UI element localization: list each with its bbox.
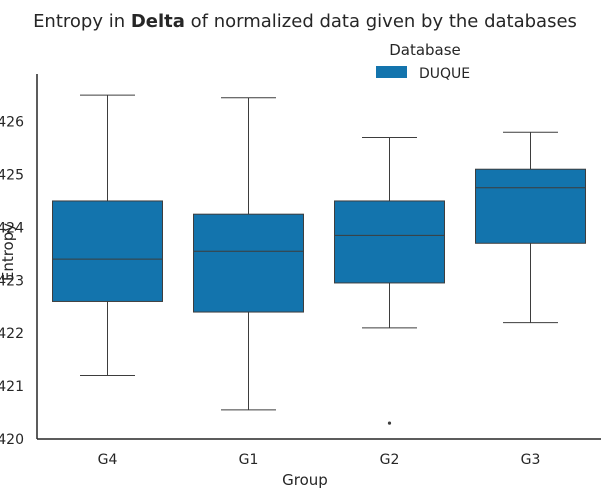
y-axis-label: Entropy	[0, 223, 17, 281]
title-suffix: of normalized data given by the database…	[185, 11, 577, 32]
chart-title: Entropy in Delta of normalized data give…	[33, 11, 577, 32]
y-tick-label: 421	[0, 379, 24, 395]
x-tick-label-g2: G2	[380, 452, 400, 468]
legend: Database DUQUE	[376, 41, 470, 82]
axes	[36, 74, 601, 440]
y-tick-label: 420	[0, 432, 24, 448]
box-g2	[334, 136, 445, 425]
x-axis-label: Group	[282, 471, 328, 489]
legend-label-duque: DUQUE	[419, 66, 470, 82]
title-prefix: Entropy in	[33, 11, 131, 32]
y-tick-label: 424	[0, 220, 24, 236]
x-tick-label-g1: G1	[239, 452, 259, 468]
x-ticks: G4 G1 G2 G3	[98, 452, 541, 468]
y-tick-label: 426	[0, 115, 24, 131]
box-iqr	[475, 168, 586, 244]
title-bold-word: Delta	[131, 11, 185, 32]
legend-swatch-duque	[376, 66, 407, 78]
legend-title: Database	[389, 41, 461, 59]
box-iqr	[334, 200, 445, 284]
x-tick-label-g4: G4	[98, 452, 118, 468]
y-tick-label: 423	[0, 273, 24, 289]
plot-area	[52, 94, 586, 425]
y-tick-label: 425	[0, 168, 24, 184]
y-tick-label: 422	[0, 326, 24, 342]
box-iqr	[193, 213, 304, 313]
box-g1	[193, 97, 304, 411]
y-ticks: 420 421 422 423 424 425 426	[0, 115, 24, 448]
x-tick-label-g3: G3	[521, 452, 541, 468]
box-g3	[475, 131, 586, 324]
box-iqr	[52, 200, 163, 302]
box-g4	[52, 94, 163, 377]
outlier-point	[387, 421, 392, 425]
